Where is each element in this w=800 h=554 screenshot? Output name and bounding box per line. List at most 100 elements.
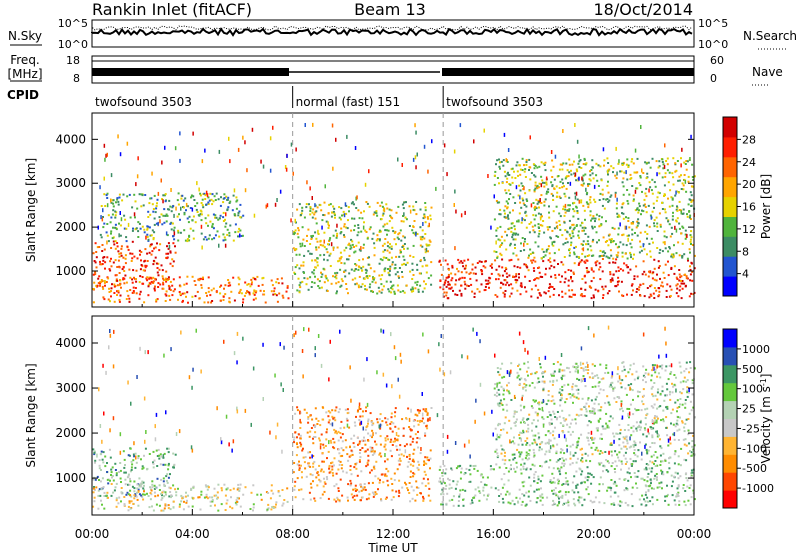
range-gate-cell [644, 192, 647, 195]
range-gate-cell [514, 470, 517, 473]
range-gate-cell [415, 480, 418, 483]
range-gate-cell [617, 162, 620, 165]
range-gate-cell [632, 413, 635, 416]
range-gate-cell [373, 452, 376, 455]
range-gate-cell [419, 409, 421, 412]
range-gate-cell [100, 236, 103, 239]
range-gate-cell [163, 194, 166, 197]
range-gate-cell [651, 434, 654, 437]
range-gate-cell [638, 425, 640, 428]
range-gate-cell [473, 467, 476, 470]
range-gate-cell [454, 283, 457, 286]
range-gate-cell [205, 496, 208, 499]
range-gate-cell [575, 255, 578, 258]
range-gate-cell [669, 285, 672, 288]
range-gate-cell [460, 467, 463, 470]
range-gate-cell [640, 503, 643, 506]
range-gate-cell [354, 487, 357, 490]
range-gate-cell [350, 238, 353, 241]
range-gate-cell [581, 278, 584, 280]
range-gate-cell [687, 499, 690, 502]
range-gate-cell [469, 464, 472, 467]
range-gate-cell [375, 460, 378, 463]
range-gate-cell [390, 256, 393, 259]
range-gate-cell [680, 297, 683, 300]
range-gate-cell [239, 505, 242, 508]
range-gate-cell [404, 481, 406, 484]
range-gate-cell [123, 471, 126, 474]
range-gate-cell [617, 227, 620, 230]
range-gate-cell [387, 258, 389, 261]
range-gate-cell [179, 231, 182, 234]
range-gate-cell [262, 164, 265, 169]
range-gate-cell [505, 268, 508, 271]
range-gate-cell [532, 163, 535, 166]
range-gate-cell [299, 441, 302, 444]
range-gate-cell [354, 283, 357, 286]
range-gate-cell [484, 285, 487, 288]
range-gate-cell [539, 216, 542, 221]
range-gate-cell [530, 172, 533, 174]
range-gate-cell [145, 235, 147, 240]
range-gate-cell [583, 414, 586, 417]
range-gate-cell [648, 242, 651, 245]
range-gate-cell [629, 178, 632, 180]
range-gate-cell [527, 269, 530, 272]
range-gate-cell [207, 196, 210, 199]
range-gate-cell [381, 244, 384, 247]
range-gate-cell [384, 238, 387, 240]
range-gate-cell [217, 198, 220, 201]
range-gate-cell [634, 232, 636, 234]
range-gate-cell [107, 482, 110, 485]
range-gate-cell [516, 466, 518, 469]
range-gate-cell [642, 433, 645, 436]
range-gate-cell [675, 284, 678, 287]
range-gate-cell [305, 411, 308, 414]
range-gate-cell [657, 191, 660, 194]
range-gate-cell [371, 424, 374, 427]
range-gate-cell [661, 176, 664, 179]
range-gate-cell [534, 165, 537, 167]
range-gate-cell [103, 281, 106, 284]
range-gate-cell [677, 491, 680, 494]
range-gate-cell [204, 148, 206, 153]
range-gate-cell [360, 470, 363, 473]
range-gate-cell [519, 497, 521, 500]
range-gate-cell [510, 168, 513, 171]
range-gate-cell [419, 420, 421, 423]
range-gate-cell [558, 220, 561, 223]
range-gate-cell [162, 214, 165, 217]
range-gate-cell [140, 458, 142, 461]
range-gate-cell [524, 457, 527, 460]
range-gate-cell [584, 476, 587, 479]
range-gate-cell [323, 258, 325, 261]
range-gate-cell [325, 220, 328, 223]
range-gate-cell [640, 125, 642, 129]
range-gate-cell [498, 213, 501, 216]
range-gate-cell [147, 239, 150, 242]
range-gate-cell [603, 465, 606, 468]
range-gate-cell [415, 486, 418, 489]
range-gate-cell [638, 424, 641, 427]
range-gate-cell [554, 276, 557, 279]
range-gate-cell [391, 226, 394, 229]
range-gate-cell [665, 289, 668, 292]
range-gate-cell [501, 266, 504, 269]
range-gate-cell [417, 468, 420, 471]
range-gate-cell [327, 221, 329, 226]
range-gate-cell [553, 370, 556, 373]
range-gate-cell [372, 213, 375, 216]
range-gate-cell [586, 259, 589, 262]
range-gate-cell [124, 478, 127, 481]
range-gate-cell [333, 207, 336, 210]
range-gate-cell [249, 285, 252, 288]
range-gate-cell [354, 250, 357, 253]
range-gate-cell [520, 182, 523, 185]
range-gate-cell [559, 280, 562, 283]
range-gate-cell [542, 375, 544, 378]
range-gate-cell [519, 431, 522, 434]
range-gate-cell [303, 254, 306, 257]
range-gate-cell [531, 429, 533, 432]
range-gate-cell [121, 199, 124, 202]
range-gate-cell [110, 483, 113, 485]
